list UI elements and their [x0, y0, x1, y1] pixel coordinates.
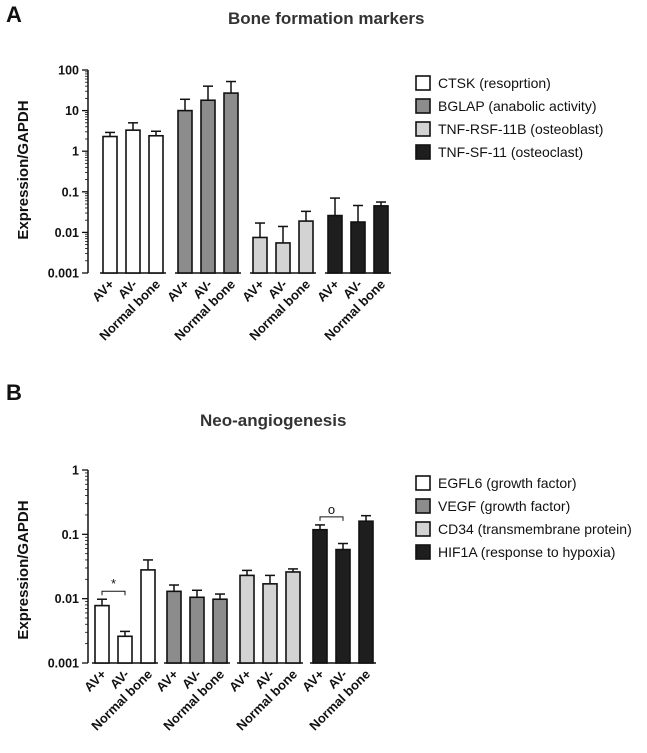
legend-label: HIF1A (response to hypoxia) [438, 544, 615, 560]
bar [200, 99, 216, 274]
y-tick-label: 0.1 [62, 528, 79, 542]
bar [117, 635, 133, 664]
y-tick-label: 100 [58, 64, 79, 78]
significance-marker: o [328, 502, 335, 517]
bar [252, 236, 268, 274]
y-tick-label: 10 [65, 104, 79, 118]
bar [239, 574, 255, 664]
y-tick-label: 0.01 [55, 226, 79, 240]
y-tick-label: 0.001 [48, 657, 79, 671]
x-tick-label: AV+ [239, 276, 267, 304]
bar [350, 221, 366, 274]
y-tick-label: 0.01 [55, 592, 79, 606]
bar [335, 548, 351, 664]
panel-letter: A [6, 2, 22, 27]
bar [262, 583, 278, 664]
y-tick-label: 0.001 [48, 267, 79, 281]
legend-swatch [415, 75, 431, 91]
legend-label: EGFL6 (growth factor) [438, 475, 577, 491]
bar [358, 520, 374, 664]
legend-swatch [415, 544, 431, 560]
bar [373, 205, 389, 274]
bar [212, 598, 228, 664]
legend-label: VEGF (growth factor) [438, 498, 570, 514]
x-tick-label: AV+ [299, 666, 327, 694]
significance-bracket [101, 590, 126, 596]
legend-label: BGLAP (anabolic activity) [438, 98, 596, 114]
x-tick-label: AV+ [153, 666, 181, 694]
bar [166, 590, 182, 664]
bar [327, 214, 343, 274]
y-tick-label: 0.1 [62, 185, 79, 199]
legend-label: CTSK (resoprtion) [438, 75, 551, 91]
panel-letter: B [6, 380, 22, 405]
chart-panel-b: B Neo-angiogenesis Expression/GAPDH 0.001 0.… [6, 380, 632, 733]
y-axis-label: Expression/GAPDH [15, 100, 32, 239]
bar [275, 242, 291, 274]
bar [189, 596, 205, 664]
legend-swatch [415, 121, 431, 137]
chart-panel-a: A Bone formation markers Expression/GAPDH 0… [6, 2, 603, 343]
legend-swatch [415, 144, 431, 160]
bar [140, 569, 156, 664]
significance-bracket [319, 516, 344, 521]
legend-swatch [415, 498, 431, 514]
y-tick-label: 1 [72, 145, 79, 159]
bar [125, 129, 141, 274]
y-axis-label: Expression/GAPDH [15, 500, 32, 639]
legend-swatch [415, 521, 431, 537]
legend-swatch [415, 475, 431, 491]
legend-label: TNF-RSF-11B (osteoblast) [438, 121, 603, 137]
bar [177, 109, 193, 274]
x-tick-label: AV+ [164, 276, 192, 304]
x-tick-label: AV+ [314, 276, 342, 304]
legend-label: CD34 (transmembrane protein) [438, 521, 632, 537]
x-tick-label: AV+ [89, 276, 117, 304]
y-tick-label: 1 [72, 464, 79, 478]
x-tick-label: AV+ [81, 666, 109, 694]
legend-swatch [415, 98, 431, 114]
bar [312, 528, 328, 664]
bar [94, 604, 110, 664]
chart-title: Neo-angiogenesis [200, 411, 346, 430]
bar [102, 135, 118, 274]
bar [223, 92, 239, 274]
significance-marker: * [111, 576, 116, 591]
bar [148, 134, 164, 274]
bar [285, 571, 301, 664]
bar [298, 220, 314, 274]
legend-label: TNF-SF-11 (osteoclast) [438, 144, 583, 160]
x-tick-label: AV+ [226, 666, 254, 694]
chart-title: Bone formation markers [228, 9, 425, 28]
